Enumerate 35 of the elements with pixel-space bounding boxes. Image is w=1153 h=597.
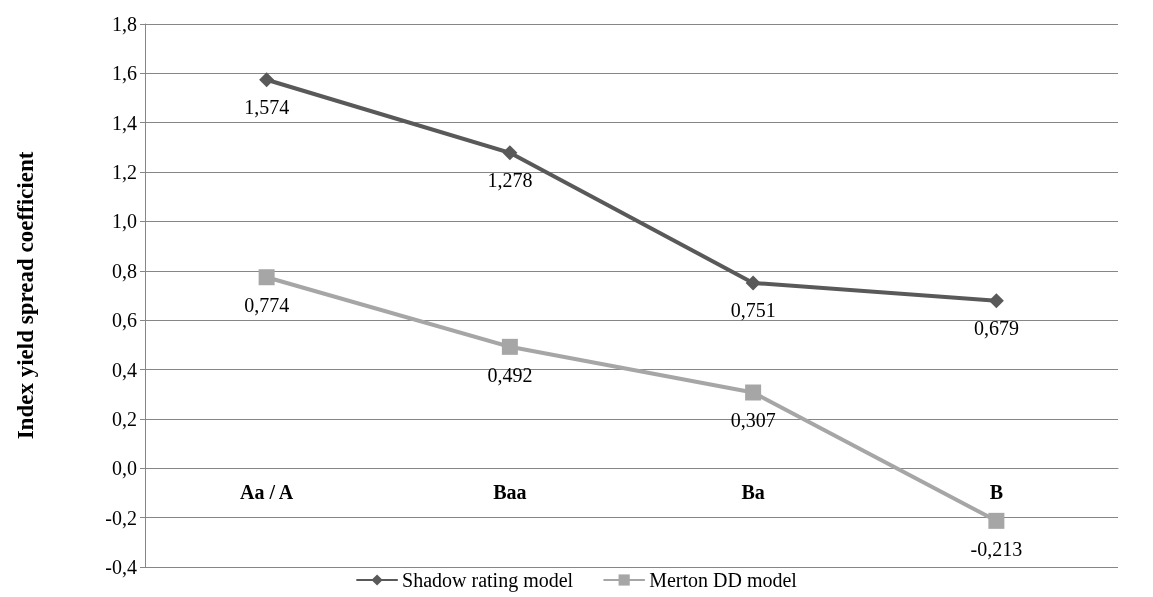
data-label: 1,574: [244, 96, 290, 119]
y-tick-label: 1,2: [112, 161, 137, 184]
data-label: 0,492: [487, 363, 533, 386]
x-tick-label: Aa / A: [239, 481, 294, 504]
y-tick-label: 1,6: [112, 62, 137, 85]
x-tick-label: B: [989, 481, 1004, 504]
point: [259, 72, 275, 88]
y-tick-label: 0,4: [112, 358, 137, 381]
data-label: 1,278: [487, 169, 533, 192]
data-label: 0,307: [730, 409, 776, 432]
y-tick-label: 1,0: [112, 210, 137, 233]
data-label: -0,213: [970, 537, 1023, 560]
legend-label: Merton DD model: [649, 569, 798, 591]
data-label: 0,679: [973, 317, 1019, 340]
data-label: 0,751: [730, 299, 776, 322]
point: [258, 269, 275, 286]
y-tick-label: 1,4: [112, 111, 137, 134]
point: [988, 512, 1005, 529]
point: [745, 275, 761, 291]
y-tick-label: 0,2: [112, 407, 137, 430]
legend-label: Shadow rating model: [402, 569, 574, 592]
x-tick-label: Ba: [741, 481, 765, 504]
point: [501, 338, 518, 355]
y-axis-title: Index yield spread coefficient: [13, 151, 38, 440]
data-label: 0,774: [244, 294, 290, 317]
y-tick-label: 0,0: [112, 457, 137, 480]
y-tick-label: 0,8: [112, 259, 137, 282]
y-tick-label: -0,2: [105, 506, 137, 529]
point: [988, 293, 1004, 309]
point: [745, 384, 762, 401]
point: [502, 145, 518, 161]
y-tick-label: -0,4: [105, 556, 137, 578]
x-tick-label: Baa: [493, 481, 527, 504]
y-tick-label: 0,6: [112, 309, 137, 332]
y-tick-label: 1,8: [112, 13, 137, 35]
